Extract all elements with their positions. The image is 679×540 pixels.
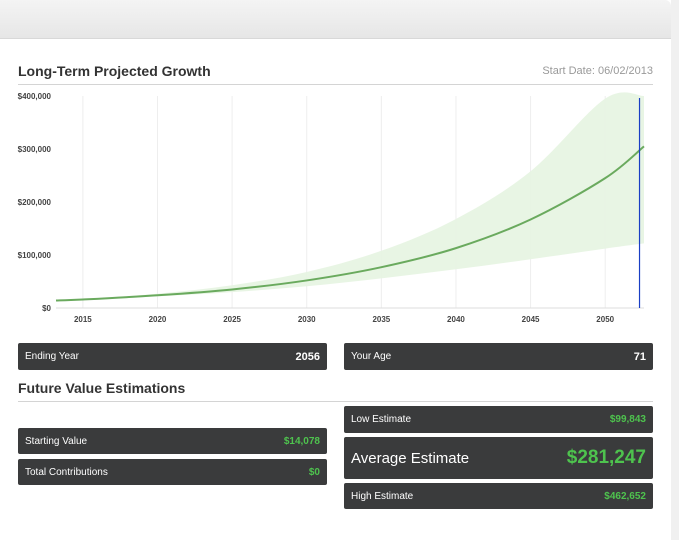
projection-line [55, 145, 645, 302]
page-title: Long-Term Projected Growth [18, 63, 211, 79]
starting-value-amount: $14,078 [283, 435, 320, 447]
x-axis-labels: 2015 2020 2025 2030 2035 2040 2045 2050 [74, 315, 615, 324]
estimations-title: Future Value Estimations [18, 380, 186, 396]
y-tick-label: $100,000 [18, 251, 52, 260]
total-contributions-amount: $0 [308, 466, 320, 478]
x-tick-label: 2050 [596, 315, 614, 324]
estimations-divider [18, 401, 653, 402]
x-tick-label: 2045 [522, 315, 540, 324]
high-estimate-row: High Estimate $462,652 [344, 483, 653, 509]
average-estimate-row: Average Estimate $281,247 [344, 437, 653, 479]
high-estimate-label: High Estimate [351, 490, 414, 502]
y-tick-label: $400,000 [18, 92, 52, 101]
your-age-field[interactable]: Your Age 71 [344, 343, 653, 370]
your-age-value: 71 [633, 350, 646, 363]
y-tick-label: $0 [42, 304, 51, 313]
x-tick-label: 2020 [149, 315, 167, 324]
x-tick-label: 2040 [447, 315, 465, 324]
confidence-band [56, 92, 644, 301]
y-tick-label: $300,000 [18, 145, 52, 154]
low-estimate-label: Low Estimate [351, 414, 412, 425]
y-axis-labels: $0 $100,000 $200,000 $300,000 $400,000 [18, 92, 52, 313]
x-tick-label: 2015 [74, 315, 92, 324]
total-contributions-label: Total Contributions [25, 466, 108, 478]
growth-chart: $0$100,000$200,000$300,000$400,000 2015 2… [18, 92, 645, 324]
low-estimate-row: Low Estimate $99,843 [344, 406, 653, 433]
window-top-bar [0, 0, 671, 39]
high-estimate-amount: $462,652 [604, 490, 646, 502]
average-estimate-label: Average Estimate [351, 449, 470, 467]
starting-value-label: Starting Value [25, 435, 88, 447]
start-date: Start Date: 06/02/2013 [542, 65, 653, 77]
x-tick-label: 2025 [223, 315, 241, 324]
ending-year-label: Ending Year [25, 351, 79, 362]
y-tick-label: $200,000 [18, 198, 52, 207]
starting-value-row: Starting Value $14,078 [18, 428, 327, 454]
your-age-label: Your Age [351, 351, 392, 362]
ending-year-value: 2056 [295, 350, 320, 363]
total-contributions-row: Total Contributions $0 [18, 459, 327, 485]
page-edge [671, 0, 679, 540]
low-estimate-amount: $99,843 [609, 414, 646, 425]
x-tick-label: 2035 [372, 315, 390, 324]
ending-year-field[interactable]: Ending Year 2056 [18, 343, 327, 370]
title-divider [18, 84, 653, 85]
average-estimate-amount: $281,247 [566, 447, 646, 468]
x-tick-label: 2030 [298, 315, 316, 324]
